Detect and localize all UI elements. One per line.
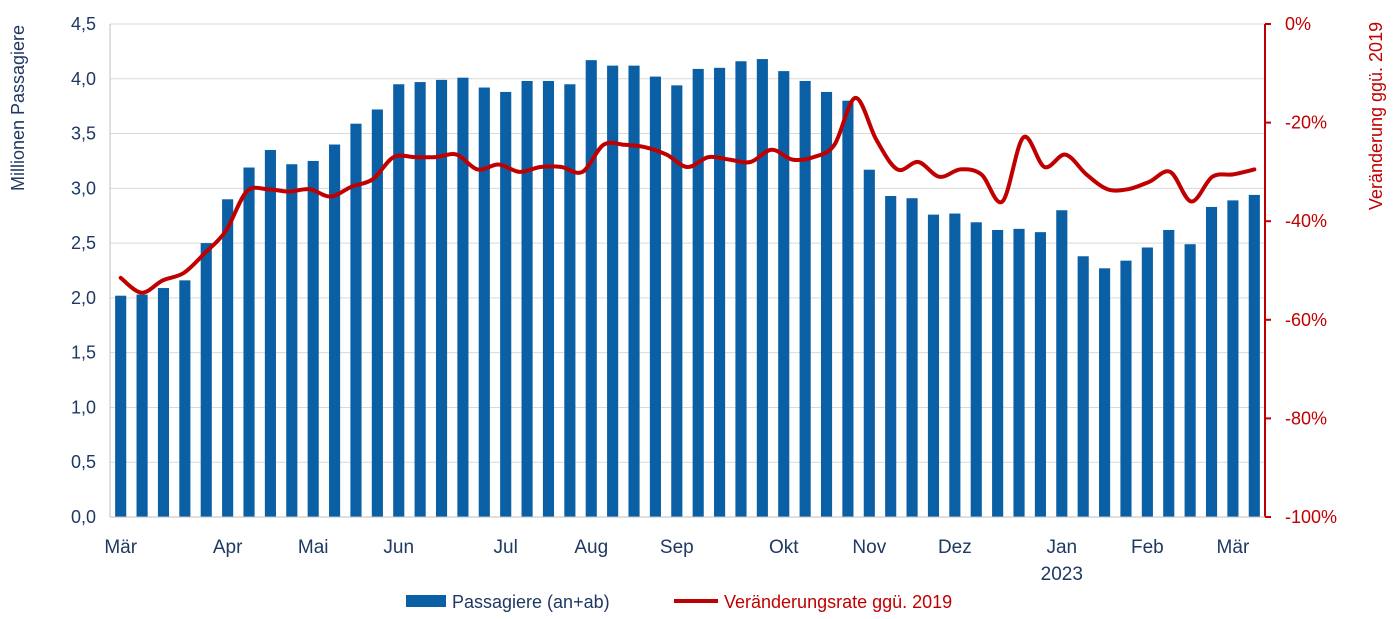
left-tick-label: 4,5 bbox=[71, 14, 96, 34]
left-tick-label: 1,5 bbox=[71, 343, 96, 363]
x-tick-label: Jun bbox=[383, 537, 414, 558]
bar bbox=[414, 82, 426, 517]
bar bbox=[1120, 260, 1132, 517]
bar bbox=[243, 167, 255, 518]
bar bbox=[649, 76, 661, 517]
bar bbox=[1141, 247, 1153, 517]
bar bbox=[1077, 256, 1089, 517]
bar bbox=[179, 280, 191, 517]
bar bbox=[992, 229, 1004, 517]
left-axis-title: Millionen Passagiere bbox=[8, 25, 28, 191]
x-tick-label: Jan bbox=[1046, 537, 1077, 558]
right-tick-label: -80% bbox=[1285, 408, 1327, 428]
bar bbox=[714, 67, 726, 518]
right-axis-title: Veränderung ggü. 2019 bbox=[1366, 22, 1386, 210]
change-rate-line bbox=[118, 95, 1257, 295]
bar bbox=[136, 294, 148, 517]
legend: Passagiere (an+ab) Veränderungsrate ggü.… bbox=[406, 592, 952, 612]
right-tick-label: 0% bbox=[1285, 14, 1311, 34]
bar bbox=[799, 80, 811, 518]
bar bbox=[329, 144, 341, 517]
bar bbox=[735, 61, 747, 517]
left-tick-label: 3,0 bbox=[71, 178, 96, 198]
bar bbox=[1205, 206, 1218, 518]
bar bbox=[1034, 232, 1046, 517]
x-tick-label: Sep bbox=[660, 537, 694, 558]
bar bbox=[585, 60, 597, 518]
bar bbox=[157, 288, 170, 517]
bar bbox=[628, 65, 640, 518]
x-tick-label: Okt bbox=[769, 537, 799, 558]
x-axis-tick-labels: Mär Apr Mai Jun Jul Aug Sep Okt Nov Dez Jan Feb Mär 2… bbox=[104, 537, 1250, 585]
bar bbox=[564, 84, 576, 517]
bar bbox=[286, 164, 298, 517]
left-axis-tick-labels: 0,0 0,5 1,0 1,5 2,0 2,5 3,0 3,5 4,0 4,5 bbox=[71, 14, 96, 527]
left-tick-label: 2,0 bbox=[71, 288, 96, 308]
bar bbox=[970, 222, 982, 517]
x-tick-label: Mär bbox=[1217, 537, 1250, 558]
bar bbox=[264, 149, 276, 517]
right-tick-label: -60% bbox=[1285, 310, 1327, 330]
left-tick-label: 4,0 bbox=[71, 69, 96, 89]
left-tick-label: 0,0 bbox=[71, 507, 96, 527]
bar bbox=[1248, 194, 1260, 517]
bar bbox=[1163, 229, 1175, 517]
bar bbox=[1013, 228, 1025, 517]
x-tick-label: Dez bbox=[938, 537, 972, 558]
bar bbox=[222, 199, 234, 518]
x-tick-label: Nov bbox=[852, 537, 886, 558]
gridlines bbox=[110, 23, 1265, 463]
bar bbox=[842, 100, 854, 517]
left-tick-label: 3,5 bbox=[71, 124, 96, 144]
x-year-label: 2023 bbox=[1041, 564, 1083, 585]
bar bbox=[115, 295, 127, 517]
bar bbox=[671, 85, 683, 518]
bar bbox=[457, 77, 469, 517]
right-tick-label: -100% bbox=[1285, 507, 1337, 527]
right-axis-tick-labels: 0% -20% -40% -60% -80% -100% bbox=[1285, 14, 1337, 527]
right-tick-label: -40% bbox=[1285, 211, 1327, 231]
bar bbox=[307, 160, 319, 517]
bar bbox=[500, 91, 512, 518]
bar bbox=[542, 80, 555, 518]
bar bbox=[949, 213, 961, 517]
right-tick-label: -20% bbox=[1285, 113, 1327, 133]
x-tick-label: Mai bbox=[298, 537, 329, 558]
bar bbox=[1227, 200, 1239, 517]
bar bbox=[1056, 210, 1068, 517]
bar bbox=[350, 123, 362, 517]
bar bbox=[927, 214, 940, 518]
bar bbox=[478, 87, 490, 517]
bar bbox=[885, 196, 897, 517]
bar bbox=[778, 71, 790, 517]
bar bbox=[435, 79, 448, 517]
x-tick-label: Jul bbox=[494, 537, 518, 558]
bar bbox=[906, 198, 918, 517]
bar bbox=[863, 169, 875, 517]
x-tick-label: Mär bbox=[104, 537, 137, 558]
bar bbox=[820, 91, 833, 518]
left-tick-label: 0,5 bbox=[71, 452, 96, 472]
bar bbox=[393, 84, 405, 517]
x-tick-label: Aug bbox=[574, 537, 608, 558]
bar bbox=[371, 109, 383, 517]
right-axis-tick-marks bbox=[1265, 23, 1271, 518]
bar bbox=[521, 80, 533, 518]
bar bbox=[607, 65, 619, 518]
bar bbox=[200, 243, 212, 517]
bar-series bbox=[115, 59, 1260, 518]
left-tick-label: 2,5 bbox=[71, 233, 96, 253]
bar bbox=[692, 68, 704, 517]
legend-bar-label: Passagiere (an+ab) bbox=[452, 592, 610, 612]
legend-bar-swatch bbox=[406, 595, 446, 607]
bar bbox=[1099, 268, 1111, 517]
left-tick-label: 1,0 bbox=[71, 397, 96, 417]
legend-line-label: Veränderungsrate ggü. 2019 bbox=[724, 592, 952, 612]
bar bbox=[756, 59, 768, 518]
bar bbox=[1184, 244, 1196, 517]
x-tick-label: Apr bbox=[213, 537, 243, 558]
x-tick-label: Feb bbox=[1131, 537, 1164, 558]
